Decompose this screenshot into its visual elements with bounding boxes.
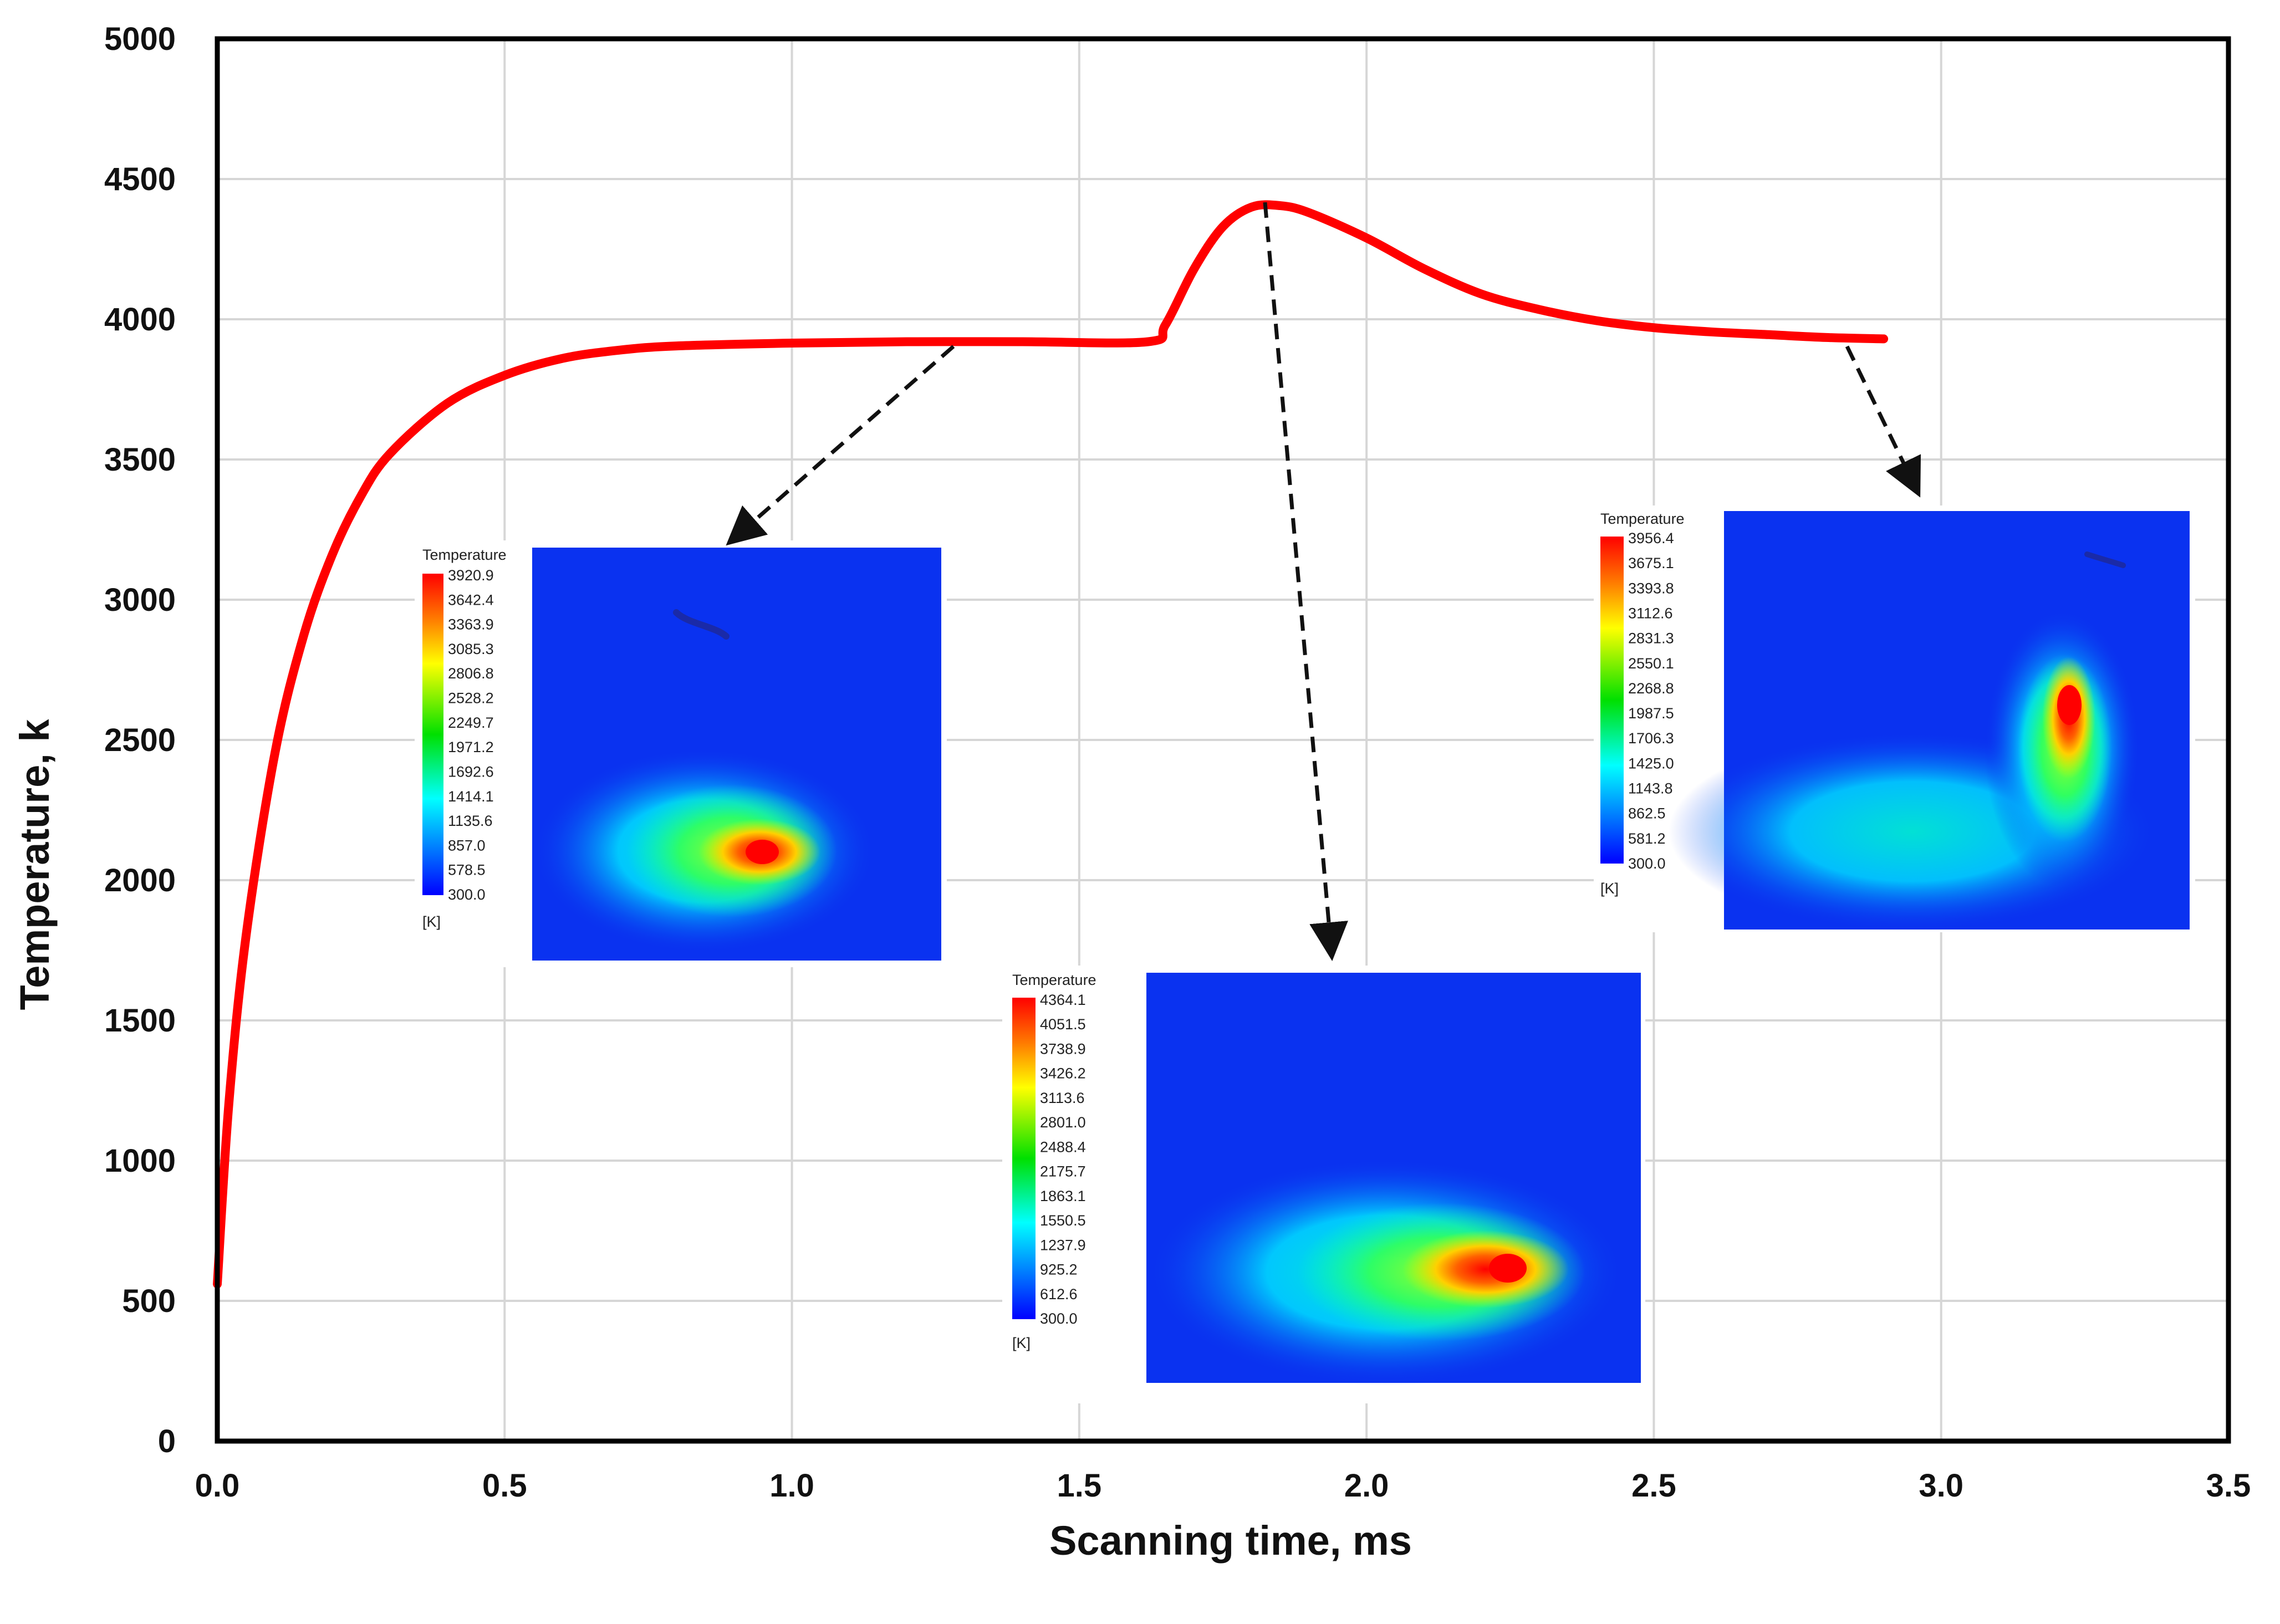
legend-value: 1692.6 — [448, 763, 494, 780]
legend-value: 3112.6 — [1628, 605, 1673, 621]
legend-value: 3426.2 — [1040, 1065, 1086, 1082]
legend-value: 578.5 — [448, 862, 486, 879]
legend-values: 3956.4 3675.1 3393.8 3112.6 2831.3 2550.1 2268… — [1628, 530, 1674, 872]
contour-map — [1669, 511, 2190, 931]
legend-value: 2801.0 — [1040, 1114, 1086, 1131]
legend-value: 1135.6 — [448, 813, 493, 829]
legend-value: 300.0 — [1628, 855, 1666, 872]
contour-inset-2: Temperature 4364.1 4051.5 3738.9 3426.2 3113… — [1002, 966, 1645, 1403]
legend-value: 300.0 — [1040, 1310, 1078, 1327]
legend-value: 3920.9 — [448, 567, 494, 584]
x-tick-label: 2.5 — [1631, 1468, 1676, 1504]
x-tick-label: 1.0 — [769, 1468, 814, 1504]
temperature-series-line — [213, 200, 1889, 1289]
plot-frame — [215, 36, 2231, 1444]
color-legend-bar — [422, 574, 443, 895]
y-tick-label: 1500 — [104, 1003, 176, 1039]
legend-value: 2488.4 — [1040, 1138, 1086, 1155]
legend-value: 2268.8 — [1628, 680, 1674, 697]
arrow-to-inset-1 — [726, 345, 955, 546]
legend-value: 2528.2 — [448, 690, 494, 707]
legend-value: 1863.1 — [1040, 1188, 1086, 1204]
arrow-to-inset-2 — [1263, 202, 1348, 961]
arrow-to-inset-3 — [1845, 345, 1921, 498]
legend-value: 1971.2 — [448, 739, 494, 755]
legend-value: 1143.8 — [1628, 780, 1673, 797]
legend-value: 3675.1 — [1628, 555, 1674, 571]
legend-value: 1414.1 — [448, 788, 494, 805]
color-legend-bar — [1600, 537, 1624, 864]
y-tick-label: 4000 — [104, 302, 176, 338]
legend-value: 3642.4 — [448, 591, 494, 608]
pointer-arrows — [726, 202, 1921, 961]
legend-unit: [K] — [1012, 1335, 1031, 1351]
legend-value: 581.2 — [1628, 830, 1666, 847]
y-axis: 0 500 1000 1500 2000 2500 3000 3500 4000 4500 5000 — [104, 21, 176, 1459]
legend-value: 2550.1 — [1628, 655, 1674, 672]
x-tick-label: 2.0 — [1344, 1468, 1389, 1504]
contour-map — [532, 548, 941, 961]
y-axis-title: Temperature, k — [12, 719, 58, 1010]
x-axis: 0.0 0.5 1.0 1.5 2.0 2.5 3.0 3.5 — [195, 1468, 2251, 1504]
legend-title: Temperature — [1600, 510, 1685, 527]
y-tick-label: 500 — [122, 1283, 176, 1319]
x-tick-label: 3.0 — [1919, 1468, 1963, 1504]
legend-value: 4051.5 — [1040, 1016, 1086, 1033]
legend-value: 2249.7 — [448, 714, 494, 731]
legend-value: 3363.9 — [448, 616, 494, 633]
contour-inset-3: Temperature 3956.4 3675.1 3393.8 3112.6 2831… — [1594, 505, 2195, 932]
legend-value: 857.0 — [448, 837, 486, 854]
legend-value: 1550.5 — [1040, 1212, 1086, 1229]
legend-value: 1237.9 — [1040, 1237, 1086, 1253]
y-tick-label: 2500 — [104, 722, 176, 758]
legend-value: 300.0 — [448, 886, 486, 903]
legend-value: 2175.7 — [1040, 1163, 1086, 1180]
color-legend-bar — [1012, 998, 1036, 1319]
contour-insets: Temperature 3920.9 3642.4 3363.9 3085.3 2806… — [415, 505, 2195, 1403]
legend-value: 2806.8 — [448, 665, 494, 682]
legend-values: 4364.1 4051.5 3738.9 3426.2 3113.6 2801.0 2488… — [1040, 992, 1086, 1327]
x-tick-label: 0.0 — [195, 1468, 240, 1504]
legend-value: 612.6 — [1040, 1286, 1078, 1303]
x-axis-title: Scanning time, ms — [1049, 1518, 1412, 1564]
legend-value: 1425.0 — [1628, 755, 1674, 772]
y-tick-label: 1000 — [104, 1143, 176, 1179]
legend-value: 3738.9 — [1040, 1040, 1086, 1057]
y-tick-label: 2000 — [104, 862, 176, 898]
y-tick-label: 3000 — [104, 582, 176, 618]
x-tick-label: 0.5 — [482, 1468, 527, 1504]
x-tick-label: 3.5 — [2206, 1468, 2251, 1504]
legend-value: 3393.8 — [1628, 580, 1674, 596]
x-tick-label: 1.5 — [1057, 1468, 1102, 1504]
legend-value: 3085.3 — [448, 641, 494, 657]
legend-value: 862.5 — [1628, 805, 1666, 822]
y-tick-label: 0 — [158, 1423, 176, 1459]
contour-map — [1146, 973, 1641, 1386]
legend-value: 1706.3 — [1628, 730, 1674, 747]
y-tick-label: 5000 — [104, 21, 176, 57]
y-tick-label: 3500 — [104, 442, 176, 478]
legend-unit: [K] — [422, 913, 441, 930]
contour-inset-1: Temperature 3920.9 3642.4 3363.9 3085.3 2806… — [415, 540, 947, 967]
legend-title: Temperature — [422, 547, 507, 563]
legend-value: 925.2 — [1040, 1262, 1078, 1278]
legend-values: 3920.9 3642.4 3363.9 3085.3 2806.8 2528.2 2249… — [448, 567, 494, 903]
legend-value: 3113.6 — [1040, 1090, 1085, 1106]
legend-value: 3956.4 — [1628, 530, 1674, 547]
legend-value: 2831.3 — [1628, 630, 1674, 647]
legend-title: Temperature — [1012, 972, 1096, 988]
y-tick-label: 4500 — [104, 161, 176, 197]
legend-value: 1987.5 — [1628, 705, 1674, 722]
legend-value: 4364.1 — [1040, 992, 1086, 1008]
legend-unit: [K] — [1600, 880, 1619, 897]
